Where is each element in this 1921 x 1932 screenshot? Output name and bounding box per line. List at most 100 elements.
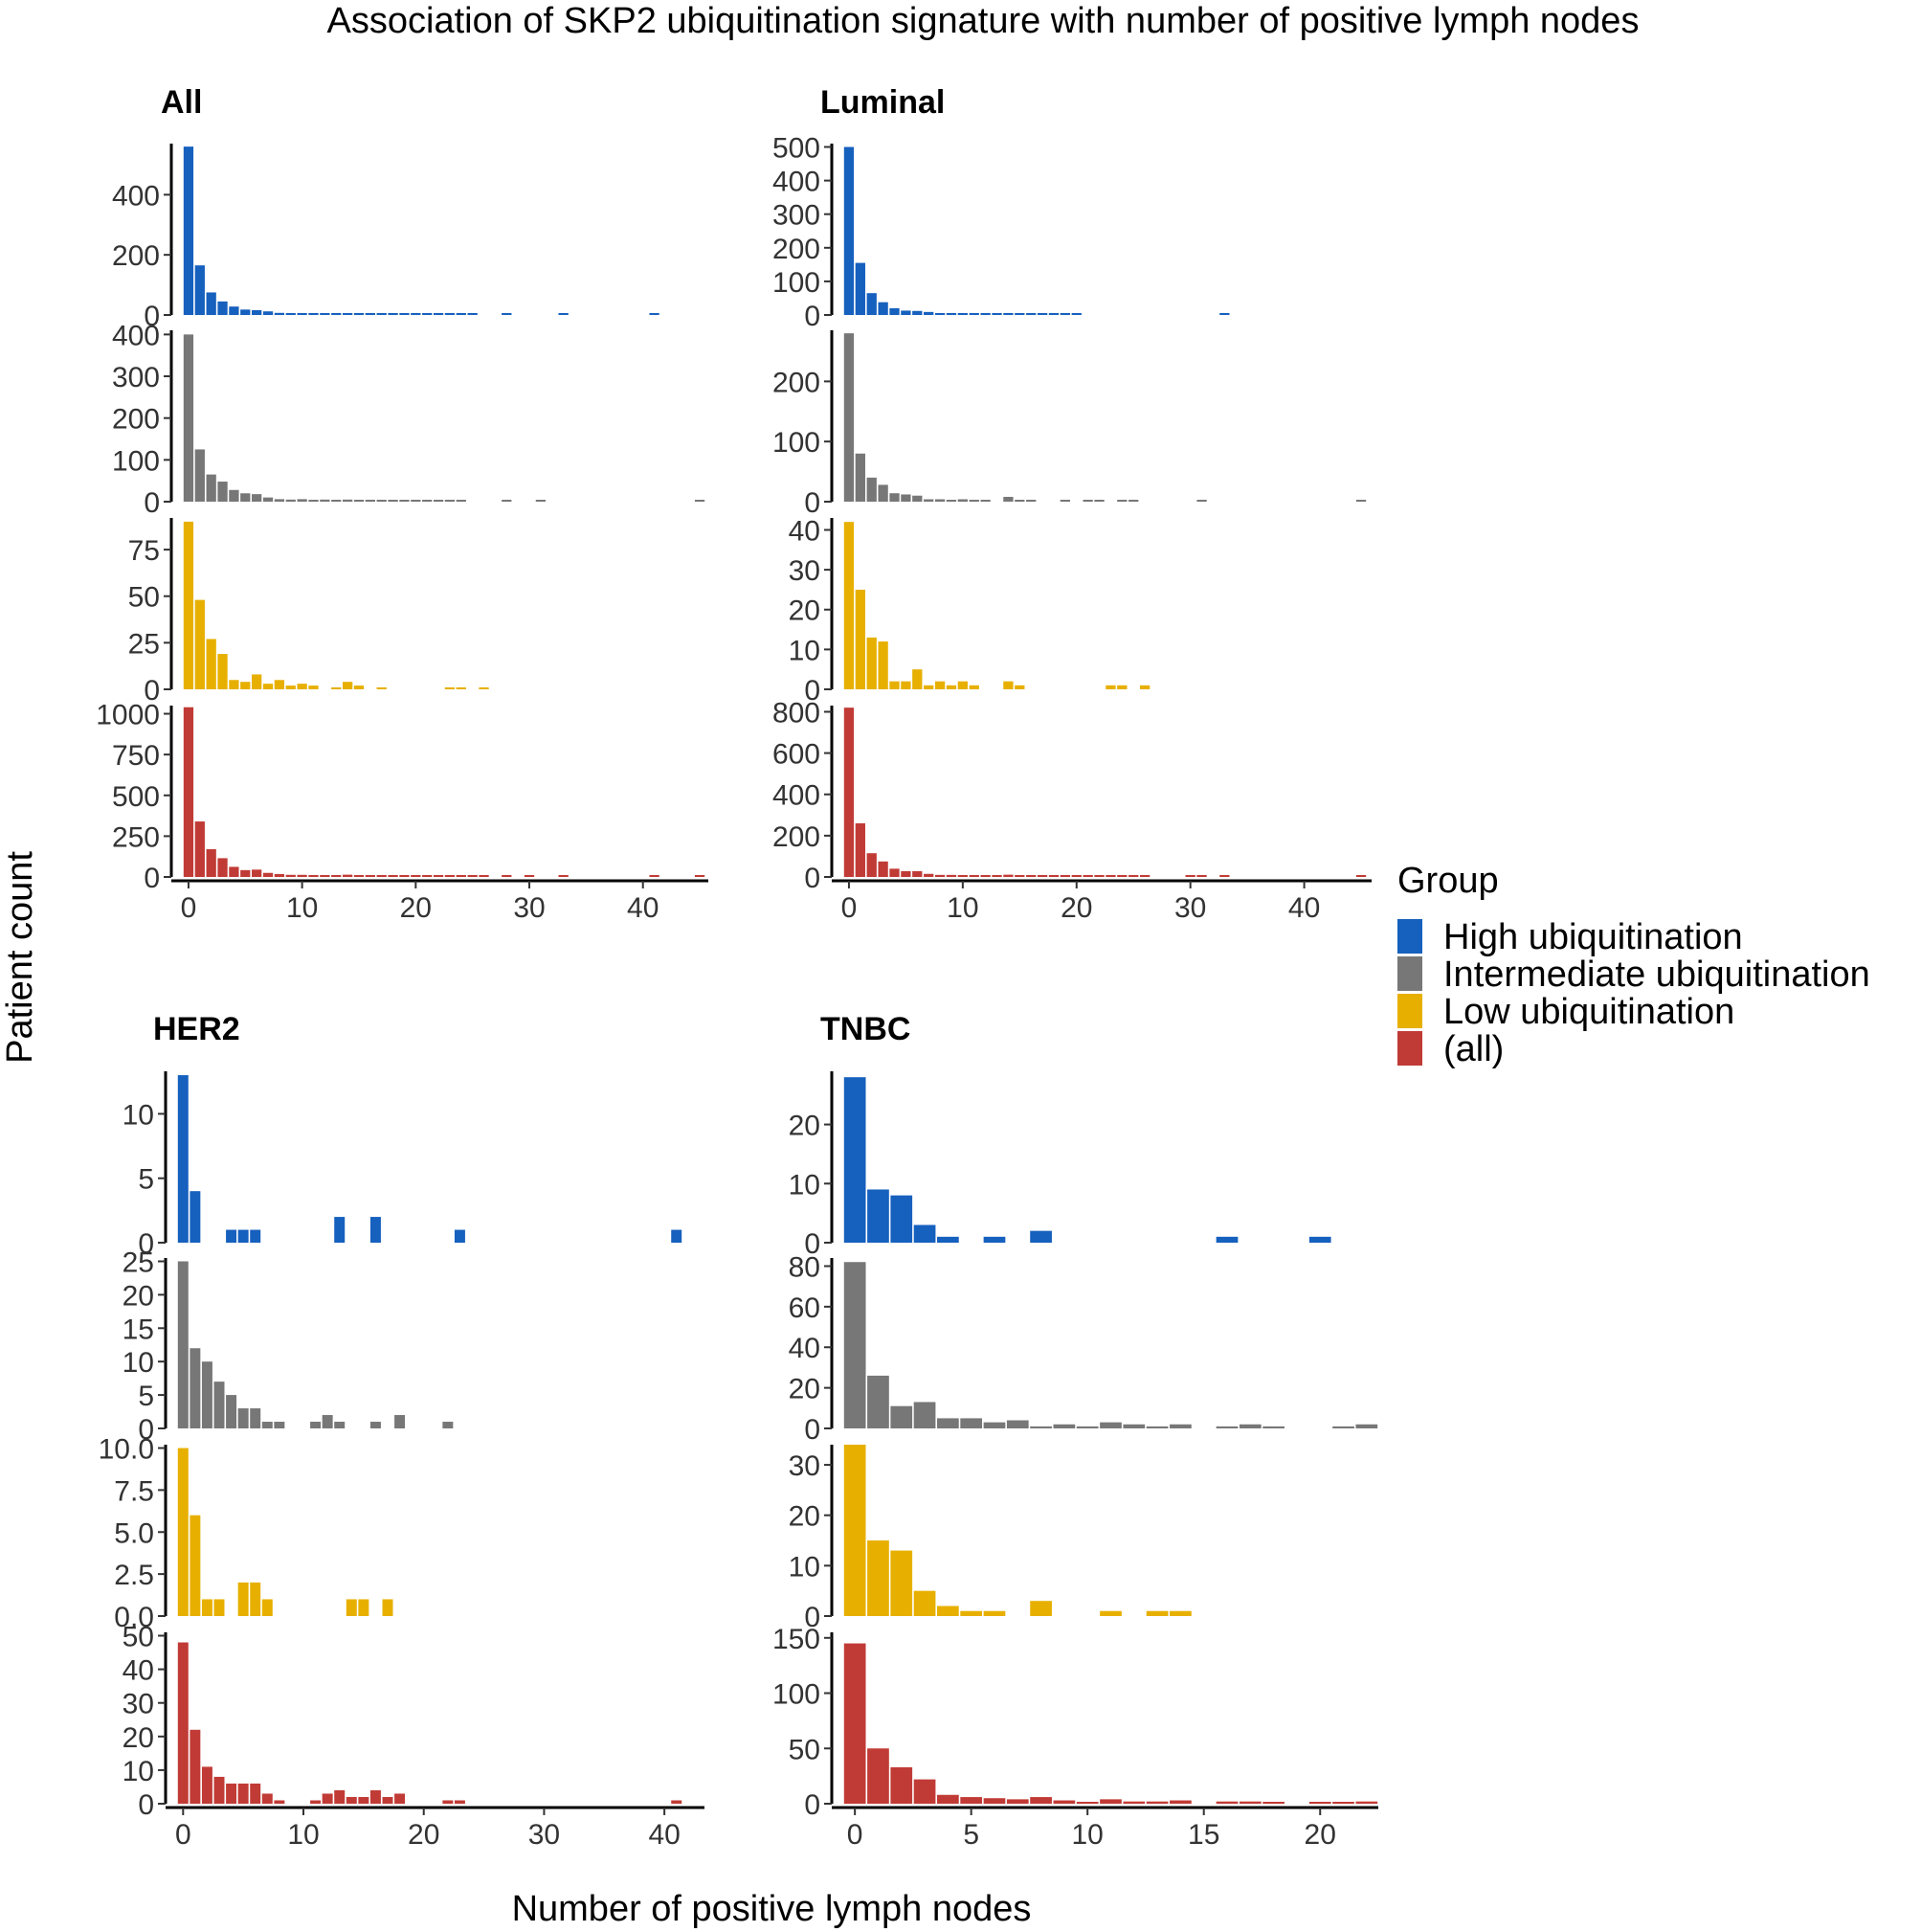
x-tick-label: 0 [175, 1819, 191, 1851]
bar [194, 449, 205, 502]
y-tick-label: 600 [772, 739, 820, 771]
bar [855, 589, 865, 689]
bar [183, 521, 194, 689]
bar [843, 1445, 866, 1616]
bar [983, 1610, 1006, 1616]
bar [843, 522, 855, 689]
y-tick-label: 80 [789, 1251, 820, 1283]
y-tick-label: 200 [772, 821, 820, 853]
y-tick-label: 400 [772, 167, 820, 198]
bar [878, 641, 888, 689]
y-tick-label: 0 [804, 487, 820, 519]
bar [901, 681, 911, 689]
bar [1071, 875, 1082, 877]
bar [957, 313, 969, 315]
bar [1262, 1802, 1284, 1804]
bar [1117, 875, 1128, 877]
bar [322, 1415, 333, 1428]
bar [308, 685, 319, 689]
bar [913, 1402, 936, 1428]
bar [183, 707, 194, 877]
bar [274, 873, 285, 877]
y-tick-label: 30 [123, 1689, 154, 1720]
bar [957, 681, 969, 689]
bar [399, 500, 410, 502]
bar [274, 1422, 285, 1428]
bar [983, 1236, 1006, 1243]
bar [502, 500, 512, 502]
bar [201, 1766, 212, 1804]
series-high-ubiquitination: 0 200 400 [112, 144, 659, 332]
bar [1355, 875, 1367, 877]
bar [285, 313, 296, 315]
bar [346, 1796, 357, 1804]
bar [229, 489, 239, 502]
y-tick-label: 0 [804, 1789, 820, 1821]
bar [334, 1422, 346, 1428]
bar [353, 500, 365, 502]
bar [969, 500, 979, 502]
y-tick-label: 0 [138, 1414, 154, 1446]
bar [297, 684, 307, 689]
bar [456, 313, 466, 315]
bar [240, 682, 251, 689]
bar [1100, 1422, 1122, 1428]
legend-label: Low ubiquitination [1443, 992, 1734, 1032]
legend-item-all: (all) [1397, 1029, 1504, 1069]
y-tick-label: 0 [804, 675, 820, 707]
bar [524, 875, 535, 877]
bar [274, 680, 285, 689]
legend-item-intermediate-ubiquitination: Intermediate ubiquitination [1397, 955, 1870, 995]
series-intermediate-ubiquitination: 0 100 200 300 400 [112, 320, 705, 519]
bar [558, 875, 569, 877]
y-tick-label: 10 [789, 635, 820, 666]
bar [1146, 1801, 1169, 1804]
panel-title: TNBC [820, 1011, 910, 1047]
bar [1170, 1610, 1192, 1616]
bar [878, 484, 888, 502]
bar [1003, 681, 1014, 689]
bar [240, 309, 251, 315]
bar [1071, 313, 1082, 315]
bar [912, 310, 923, 315]
bar [369, 1422, 381, 1428]
x-tick-label: 20 [408, 1819, 439, 1851]
bar [467, 313, 478, 315]
bar [261, 1422, 273, 1428]
bar [353, 875, 365, 877]
bar [1308, 1236, 1331, 1243]
bar [901, 494, 911, 502]
series-low-ubiquitination: 0 10 20 30 40 [789, 515, 1150, 707]
bar [1239, 1424, 1262, 1428]
bar [912, 495, 923, 502]
y-tick-label: 0 [144, 675, 160, 707]
bar [694, 500, 705, 502]
y-tick-label: 400 [772, 780, 820, 812]
bar [206, 849, 216, 877]
bar [365, 875, 375, 877]
bar [353, 685, 365, 689]
y-tick-label: 10 [123, 1756, 154, 1787]
legend-label: Intermediate ubiquitination [1443, 955, 1870, 995]
bar [376, 313, 387, 315]
bar [346, 1599, 357, 1616]
bar [1003, 496, 1014, 502]
bar [229, 306, 239, 315]
bar [843, 1262, 866, 1428]
y-axis-label: Patient count [0, 851, 40, 1064]
bar [206, 292, 216, 315]
x-tick-label: 30 [528, 1819, 560, 1851]
bar [671, 1800, 682, 1804]
bar [237, 1783, 249, 1804]
legend-swatch [1397, 919, 1422, 954]
y-tick-label: 150 [772, 1624, 820, 1655]
legend-title: Group [1397, 861, 1499, 901]
panel-all: All0200400010020030040002550750250500750… [96, 84, 708, 924]
bar [240, 869, 251, 877]
bar [1139, 685, 1150, 689]
bar [934, 681, 946, 689]
bar [946, 500, 957, 502]
bar [866, 293, 877, 315]
bar [901, 870, 911, 877]
